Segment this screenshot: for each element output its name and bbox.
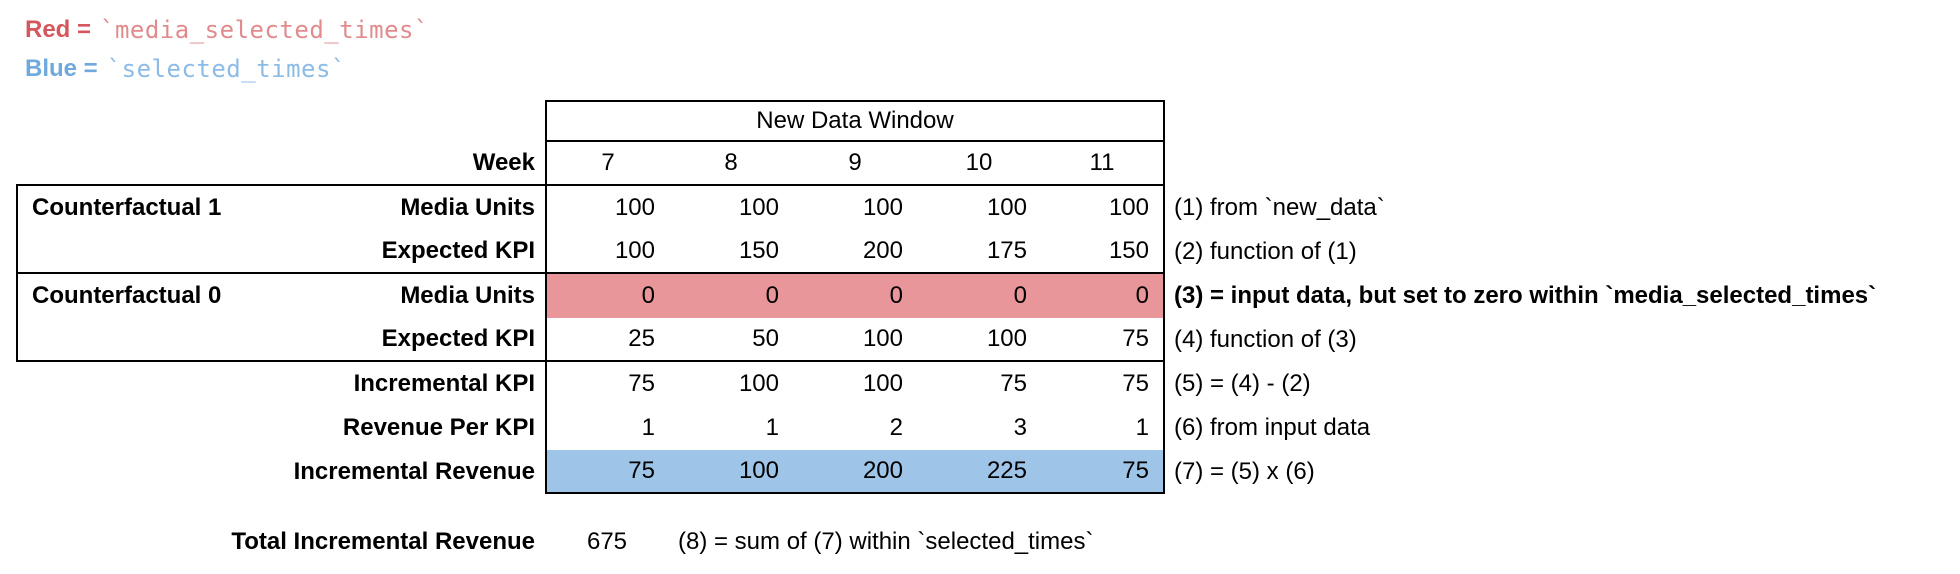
row-label: Revenue Per KPI bbox=[342, 414, 535, 441]
week-label: Week bbox=[472, 149, 535, 176]
row-note: (3) = input data, but set to zero within… bbox=[1174, 282, 1877, 309]
data-cell-blue: 225 bbox=[917, 450, 1041, 494]
row-label: Expected KPI bbox=[381, 237, 535, 264]
data-cell: 75 bbox=[545, 362, 669, 406]
legend-red-code: `media_selected_times` bbox=[100, 15, 429, 44]
data-cell: 3 bbox=[1013, 414, 1027, 441]
data-cell: 100 bbox=[545, 230, 669, 274]
data-cell-red: 0 bbox=[1041, 274, 1165, 318]
week-cell: 7 bbox=[545, 142, 669, 186]
spacer-cell bbox=[1165, 142, 1876, 186]
week-cell: 8 bbox=[669, 142, 793, 186]
spacer-cell bbox=[16, 100, 545, 142]
row-label-cell: Revenue Per KPI bbox=[16, 406, 545, 450]
legend-red-label: Red = bbox=[25, 15, 92, 43]
row-note: (1) from `new_data` bbox=[1174, 194, 1385, 221]
color-legend: Red = `media_selected_times` Blue = `sel… bbox=[25, 10, 429, 88]
data-cell: 150 bbox=[669, 230, 793, 274]
week-cell: 10 bbox=[917, 142, 1041, 186]
week-label-cell: Week bbox=[16, 142, 545, 186]
week-cell: 11 bbox=[1041, 142, 1165, 186]
row-note: (6) from input data bbox=[1174, 414, 1371, 441]
spacer-cell bbox=[1165, 100, 1876, 142]
data-cell: 100 bbox=[917, 318, 1041, 362]
data-cell: 50 bbox=[669, 318, 793, 362]
row-label: Incremental KPI bbox=[353, 370, 535, 397]
data-cell: 100 bbox=[793, 318, 917, 362]
data-cell: 75 bbox=[1041, 318, 1165, 362]
data-cell-red: 0 bbox=[669, 274, 793, 318]
data-cell: 1 bbox=[765, 414, 779, 441]
row-note: (7) = (5) x (6) bbox=[1174, 458, 1315, 485]
data-cell: 1 bbox=[1041, 406, 1165, 450]
counterfactual-table: New Data Window Week 7 8 9 10 11 Counter… bbox=[16, 100, 1876, 494]
total-row: Total Incremental Revenue 675 (8) = sum … bbox=[16, 520, 1093, 564]
data-cell: 75 bbox=[1041, 362, 1165, 406]
row-note: (4) function of (3) bbox=[1174, 326, 1357, 353]
row-label-cell: Expected KPI bbox=[16, 318, 545, 362]
row-label-cell: Counterfactual 1 Media Units bbox=[16, 186, 545, 230]
data-cell: 175 bbox=[917, 230, 1041, 274]
legend-red-line: Red = `media_selected_times` bbox=[25, 10, 429, 49]
legend-blue-line: Blue = `selected_times` bbox=[25, 49, 429, 88]
data-cell: 1 bbox=[545, 406, 669, 450]
data-cell: 150 bbox=[1041, 230, 1165, 274]
row-label-cell: Incremental KPI bbox=[16, 362, 545, 406]
row-note: (5) = (4) - (2) bbox=[1174, 370, 1311, 397]
data-cell-blue: 100 bbox=[669, 450, 793, 494]
data-cell-blue: 200 bbox=[793, 450, 917, 494]
legend-blue-code: `selected_times` bbox=[106, 54, 346, 83]
data-cell: 100 bbox=[545, 186, 669, 230]
data-cell: 100 bbox=[986, 194, 1027, 221]
legend-blue-label: Blue = bbox=[25, 54, 98, 82]
row-label: Media Units bbox=[400, 282, 535, 309]
data-cell-blue: 75 bbox=[545, 450, 669, 494]
total-note: (8) = sum of (7) within `selected_times` bbox=[678, 528, 1094, 555]
row-label-cell: Incremental Revenue bbox=[16, 450, 545, 494]
data-cell: 100 bbox=[862, 194, 903, 221]
data-cell-red: 0 bbox=[545, 274, 669, 318]
row-label-cell: Expected KPI bbox=[16, 230, 545, 274]
row-label: Expected KPI bbox=[381, 325, 535, 352]
data-cell: 2 bbox=[889, 414, 903, 441]
row-label: Media Units bbox=[400, 194, 535, 221]
data-cell: 100 bbox=[738, 370, 779, 397]
data-cell: 200 bbox=[793, 230, 917, 274]
data-cell: 100 bbox=[1041, 186, 1165, 230]
group-label-counterfactual-1: Counterfactual 1 bbox=[32, 194, 222, 221]
total-value: 675 bbox=[586, 528, 628, 555]
group-label-counterfactual-0: Counterfactual 0 bbox=[32, 282, 222, 309]
data-cell: 100 bbox=[862, 370, 903, 397]
row-label-cell: Counterfactual 0 Media Units bbox=[16, 274, 545, 318]
table-header: New Data Window bbox=[545, 100, 1165, 142]
data-cell-red: 0 bbox=[793, 274, 917, 318]
week-cell: 9 bbox=[793, 142, 917, 186]
row-note: (2) function of (1) bbox=[1174, 238, 1357, 265]
data-cell: 75 bbox=[1000, 370, 1027, 397]
data-cell: 25 bbox=[545, 318, 669, 362]
data-cell-red: 0 bbox=[917, 274, 1041, 318]
row-label: Incremental Revenue bbox=[293, 458, 535, 485]
total-label: Total Incremental Revenue bbox=[231, 528, 535, 555]
data-cell: 100 bbox=[738, 194, 779, 221]
data-cell-blue: 75 bbox=[1041, 450, 1165, 494]
